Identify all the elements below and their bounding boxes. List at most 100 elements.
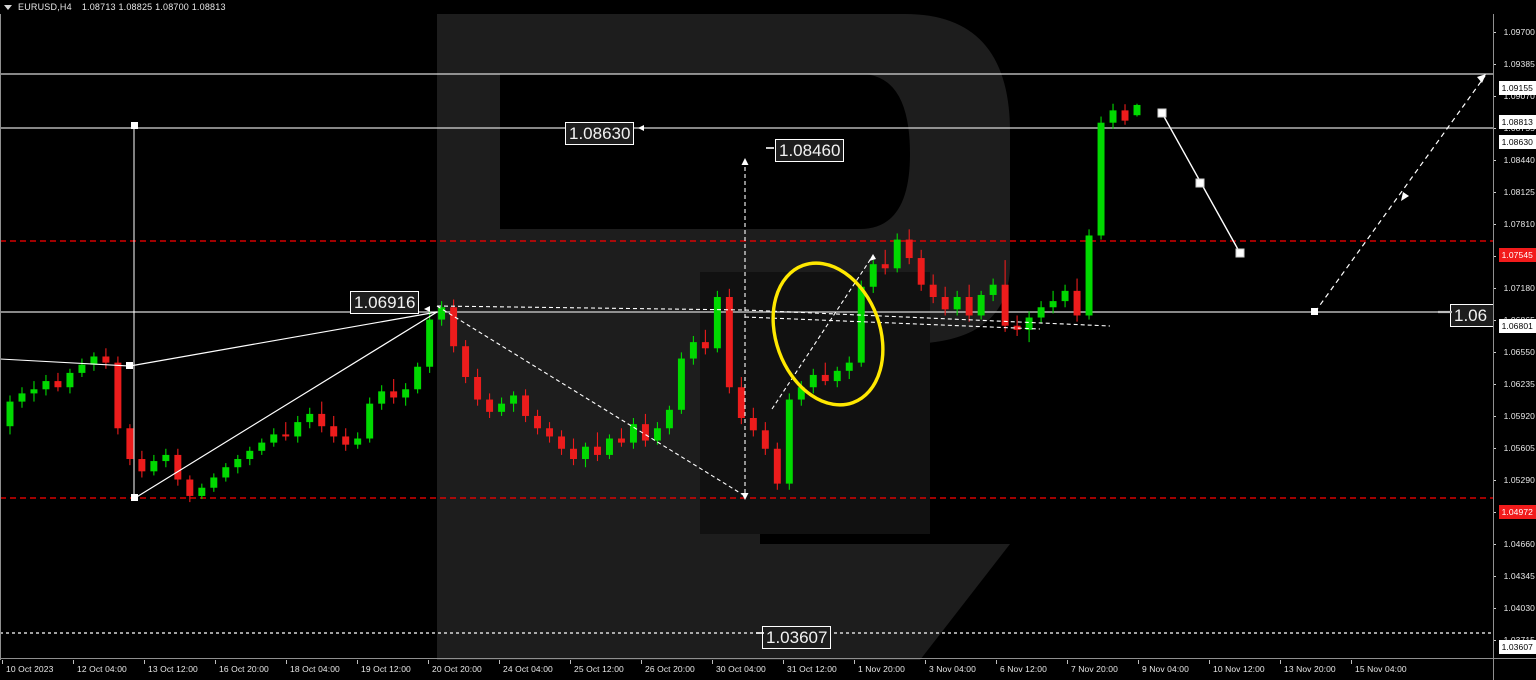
callout-level-right-edge[interactable]: 1.06 bbox=[1450, 304, 1493, 327]
time-tick-label: 9 Nov 04:00 bbox=[1142, 664, 1189, 674]
price-axis[interactable]: 1.097001.093851.090701.087551.084401.081… bbox=[1493, 14, 1536, 660]
time-tick-label: 15 Nov 04:00 bbox=[1355, 664, 1407, 674]
arrow-up-measure bbox=[741, 158, 749, 165]
price-tick-mark bbox=[1493, 224, 1496, 225]
callout-level-resistance[interactable]: 1.08630 bbox=[565, 122, 635, 145]
time-tick-mark bbox=[783, 660, 784, 664]
trendline-uptrend-oct-upper bbox=[129, 311, 438, 367]
price-tick-mark bbox=[1493, 256, 1496, 257]
trendline-minor-left bbox=[0, 358, 131, 367]
candle bbox=[246, 446, 254, 466]
time-tick-label: 25 Oct 12:00 bbox=[574, 664, 624, 674]
highlight-overlay bbox=[771, 261, 885, 407]
candle bbox=[486, 393, 494, 419]
candle bbox=[594, 432, 601, 462]
time-tick-label: 7 Nov 20:00 bbox=[1071, 664, 1118, 674]
time-tick-mark bbox=[1209, 660, 1210, 664]
candle bbox=[1121, 104, 1129, 125]
candle bbox=[833, 366, 841, 388]
trendline-drawings[interactable] bbox=[0, 14, 1493, 660]
price-level-badge[interactable]: 1.08813 bbox=[1498, 115, 1536, 129]
time-tick-mark bbox=[215, 660, 216, 664]
time-tick-label: 13 Nov 20:00 bbox=[1284, 664, 1336, 674]
candle bbox=[1097, 116, 1105, 240]
candle bbox=[701, 329, 709, 355]
price-tick-mark bbox=[1493, 448, 1496, 449]
chart-plot-area[interactable]: 1.08630 1.08460 1.06916 1.03607 1.06 bbox=[0, 14, 1493, 660]
candle bbox=[617, 428, 625, 447]
candle bbox=[498, 397, 506, 416]
candle bbox=[761, 422, 769, 455]
price-tick-mark bbox=[1493, 416, 1496, 417]
current-price-badge[interactable]: 1.07545 bbox=[1498, 248, 1536, 262]
candle bbox=[222, 463, 230, 482]
candle bbox=[414, 362, 422, 394]
price-level-lines bbox=[0, 73, 1493, 634]
candle bbox=[546, 422, 553, 443]
price-level-badge[interactable]: 1.08630 bbox=[1498, 135, 1536, 149]
candlestick-series bbox=[6, 103, 1141, 503]
time-tick-mark bbox=[570, 660, 571, 664]
price-tick-mark bbox=[1493, 640, 1496, 641]
time-tick-mark bbox=[428, 660, 429, 664]
time-tick-mark bbox=[1280, 660, 1281, 664]
candle bbox=[641, 413, 649, 447]
candle bbox=[450, 299, 458, 353]
candle bbox=[186, 475, 194, 503]
candle bbox=[582, 442, 589, 468]
callout-level-target[interactable]: 1.08460 bbox=[775, 139, 845, 162]
time-axis-divider bbox=[0, 658, 1536, 659]
time-tick-mark bbox=[641, 660, 642, 664]
candle bbox=[438, 301, 446, 326]
time-tick-label: 6 Nov 12:00 bbox=[1000, 664, 1047, 674]
drag-handle bbox=[1311, 308, 1318, 315]
arrow-mid-chevron bbox=[1401, 192, 1409, 201]
time-tick-mark bbox=[712, 660, 713, 664]
candle bbox=[78, 358, 86, 377]
trendline-breakout-leg bbox=[771, 256, 873, 410]
candle bbox=[1073, 278, 1081, 322]
price-tick-label: 1.04030 bbox=[1503, 603, 1535, 613]
candle bbox=[570, 438, 577, 466]
price-tick-mark bbox=[1493, 192, 1496, 193]
candle bbox=[114, 356, 122, 435]
candle bbox=[749, 407, 757, 437]
price-tick-mark bbox=[1493, 320, 1496, 321]
price-tick-label: 1.07180 bbox=[1503, 283, 1535, 293]
chevron-down-icon[interactable] bbox=[4, 4, 12, 10]
price-tick-mark bbox=[1493, 608, 1496, 609]
candle bbox=[857, 280, 865, 367]
price-tick-mark bbox=[1493, 480, 1496, 481]
time-tick-mark bbox=[73, 660, 74, 664]
candle bbox=[234, 454, 242, 474]
candle bbox=[258, 438, 266, 455]
price-tick-mark bbox=[1493, 32, 1496, 33]
candle bbox=[689, 335, 697, 365]
candle bbox=[306, 407, 314, 429]
time-tick-label: 20 Oct 20:00 bbox=[432, 664, 482, 674]
price-tick-mark bbox=[1493, 352, 1496, 353]
time-axis[interactable]: 10 Oct 2023 12 Oct 04:00 13 Oct 12:00 16 Oc… bbox=[0, 660, 1536, 680]
price-level-badge[interactable]: 1.06801 bbox=[1498, 319, 1536, 333]
time-tick-mark bbox=[1067, 660, 1068, 664]
candle bbox=[941, 286, 949, 316]
candle bbox=[474, 368, 482, 406]
current-price-badge[interactable]: 1.04972 bbox=[1498, 505, 1536, 519]
candle bbox=[917, 249, 925, 291]
price-tick-label: 1.04660 bbox=[1503, 539, 1535, 549]
candle bbox=[881, 249, 889, 275]
candle bbox=[989, 278, 997, 302]
candle bbox=[1037, 301, 1045, 324]
candle bbox=[677, 352, 685, 414]
callout-level-pivot[interactable]: 1.06916 bbox=[350, 291, 420, 314]
time-tick-label: 3 Nov 04:00 bbox=[929, 664, 976, 674]
price-level-badge[interactable]: 1.03607 bbox=[1498, 640, 1536, 654]
price-tick-mark bbox=[1493, 576, 1496, 577]
candle bbox=[785, 393, 793, 490]
trendline-range-mid2 bbox=[744, 316, 1041, 330]
callout-level-support[interactable]: 1.03607 bbox=[762, 626, 832, 649]
candle bbox=[629, 418, 637, 449]
candle bbox=[1085, 229, 1093, 320]
connector-pivot bbox=[424, 306, 430, 312]
price-level-badge[interactable]: 1.09155 bbox=[1498, 81, 1536, 95]
